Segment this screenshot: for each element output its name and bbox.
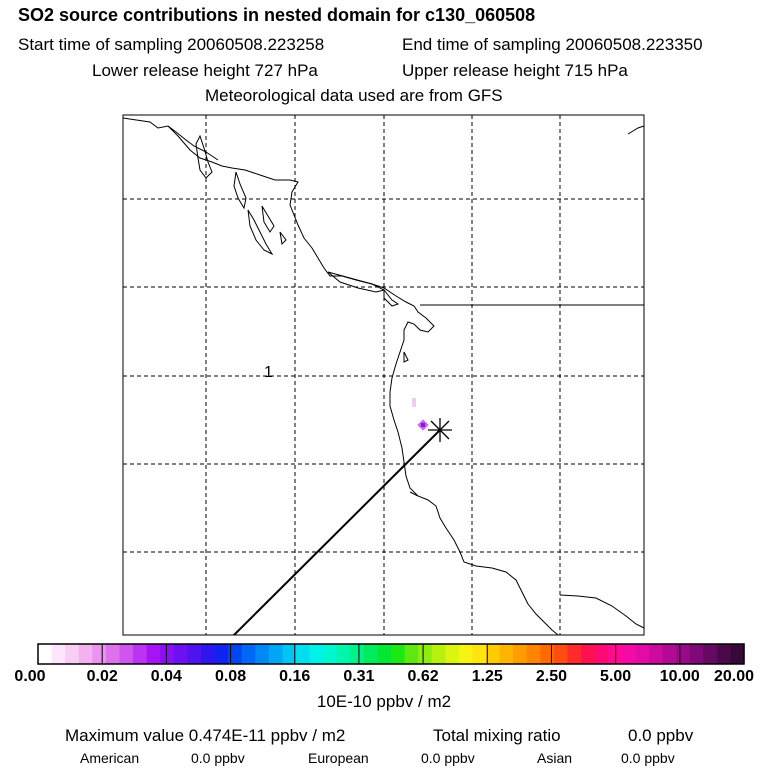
european-label: European <box>308 750 369 766</box>
colorbar-tick-label: 0.08 <box>214 668 247 685</box>
colorbar-swatch <box>594 644 609 664</box>
colorbar-swatch <box>676 644 691 664</box>
colorbar-swatch <box>621 644 636 664</box>
colorbar-swatch <box>540 644 555 664</box>
colorbar-swatch <box>567 644 582 664</box>
upper-release-label: Upper release height 715 hPa <box>402 61 628 80</box>
met-data-label: Meteorological data used are from GFS <box>205 86 503 105</box>
colorbar-swatch <box>458 644 474 664</box>
asian-label: Asian <box>537 750 573 766</box>
asian-value: 0.0 ppbv <box>621 750 675 766</box>
colorbar-swatch <box>404 644 419 664</box>
colorbar-swatch <box>323 644 338 664</box>
coastline <box>122 117 645 636</box>
colorbar-swatch <box>635 644 650 664</box>
colorbar-swatch <box>526 644 541 664</box>
grid-lines <box>123 115 644 635</box>
total-mixing-label: Total mixing ratio <box>433 726 561 745</box>
colorbar-swatch <box>200 644 216 664</box>
colorbar-tick-label: 0.16 <box>279 668 311 685</box>
colorbar-swatch <box>78 644 93 664</box>
colorbar-swatch <box>730 644 745 664</box>
colorbar-unit: 10E-10 ppbv / m2 <box>316 692 452 711</box>
colorbar-swatch <box>472 644 487 664</box>
colorbar-swatch <box>486 644 501 664</box>
colorbar-swatch <box>65 644 80 664</box>
colorbar-swatch <box>255 644 270 664</box>
colorbar-swatch <box>363 644 379 664</box>
colorbar-tick-label: 0.04 <box>150 668 182 685</box>
colorbar-swatch <box>648 644 664 664</box>
max-value-label: Maximum value 0.474E-11 ppbv / m2 <box>65 726 346 745</box>
colorbar-swatch <box>119 644 134 664</box>
colorbar-swatch <box>295 644 311 664</box>
colorbar-swatch <box>513 644 528 664</box>
colorbar-frame <box>37 643 745 665</box>
colorbar-swatch <box>133 644 148 664</box>
colorbar-swatch <box>350 644 365 664</box>
colorbar-tick-label: 0.00 <box>14 668 46 685</box>
source-marker-asterisk-icon <box>428 418 452 442</box>
colorbar <box>38 644 745 664</box>
colorbar-swatch <box>51 644 66 664</box>
colorbar-tick-label: 2.50 <box>535 668 568 685</box>
colorbar-swatch <box>309 644 324 664</box>
colorbar-swatch <box>241 644 256 664</box>
colorbar-swatch <box>499 644 514 664</box>
colorbar-swatch <box>173 644 188 664</box>
colorbar-tick-label: 20.00 <box>713 668 755 685</box>
colorbar-swatch <box>282 644 297 664</box>
colorbar-swatch <box>445 644 460 664</box>
colorbar-swatch <box>92 644 107 664</box>
colorbar-swatch <box>187 644 202 664</box>
colorbar-swatch <box>581 644 596 664</box>
american-label: American <box>80 750 140 766</box>
colorbar-swatch <box>268 644 283 664</box>
colorbar-swatch <box>105 644 121 664</box>
colorbar-swatch <box>418 644 433 664</box>
trajectory-line <box>233 429 441 636</box>
colorbar-tick-label: 0.62 <box>407 668 439 685</box>
colorbar-swatch <box>146 644 161 664</box>
colorbar-swatch <box>431 644 446 664</box>
chart-title: SO2 source contributions in nested domai… <box>18 5 536 25</box>
colorbar-swatch <box>214 644 229 664</box>
contour-label: 1 <box>264 364 273 381</box>
colorbar-swatch <box>160 644 175 664</box>
colorbar-swatch <box>703 644 718 664</box>
colorbar-tick-label: 1.25 <box>471 668 503 685</box>
start-time-label: Start time of sampling 20060508.223258 <box>18 35 325 54</box>
lower-release-label: Lower release height 727 hPa <box>92 61 318 80</box>
colorbar-swatch <box>553 644 569 664</box>
colorbar-tick-label: 0.31 <box>343 668 375 685</box>
colorbar-swatch <box>228 644 243 664</box>
colorbar-swatch <box>716 644 732 664</box>
colorbar-swatch <box>377 644 392 664</box>
colorbar-swatch <box>336 644 351 664</box>
colorbar-tick-label: 5.00 <box>600 668 632 685</box>
colorbar-swatch <box>391 644 406 664</box>
concentration-plume <box>412 398 429 431</box>
european-value: 0.0 ppbv <box>421 750 475 766</box>
colorbar-tick-label: 10.00 <box>659 668 700 685</box>
colorbar-swatch <box>38 644 53 664</box>
total-mixing-value: 0.0 ppbv <box>628 726 694 745</box>
end-time-label: End time of sampling 20060508.223350 <box>402 35 703 54</box>
colorbar-tick-label: 0.02 <box>86 668 118 685</box>
colorbar-swatch <box>689 644 704 664</box>
american-value: 0.0 ppbv <box>191 750 245 766</box>
colorbar-swatch <box>662 644 677 664</box>
